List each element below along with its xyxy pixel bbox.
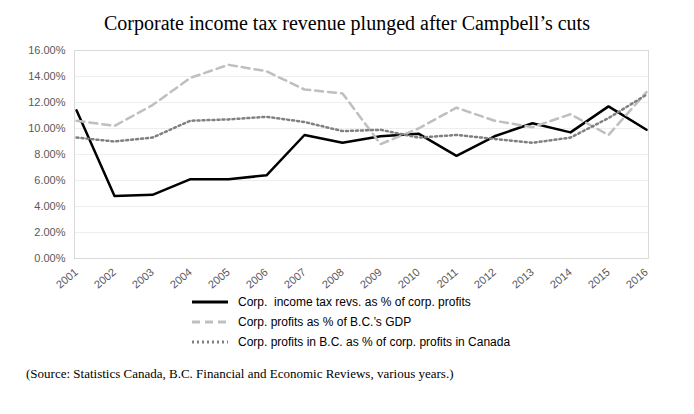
svg-text:14.00%: 14.00% [28,70,66,82]
svg-text:6.00%: 6.00% [34,174,65,186]
svg-text:2005: 2005 [206,266,232,291]
svg-text:2010: 2010 [396,266,422,291]
svg-text:2015: 2015 [586,266,612,291]
svg-text:2001: 2001 [54,266,80,291]
svg-text:0.00%: 0.00% [34,252,65,264]
svg-text:12.00%: 12.00% [28,96,66,108]
svg-text:2.00%: 2.00% [34,226,65,238]
svg-text:2008: 2008 [320,266,346,291]
html-text:(Source: Statistics Canada, B.: (Source: Statistics Canada, B.C. Financi… [26,366,454,381]
html-text:Corp. profits as % of B.C.’s G: Corp. profits as % of B.C.’s GDP [238,315,412,329]
svg-text:2011: 2011 [434,266,460,290]
html-text:Corp. profits in B.C. as % of: Corp. profits in B.C. as % of corp. prof… [238,335,511,349]
svg-text:16.00%: 16.00% [28,44,66,56]
svg-text:2006: 2006 [244,266,270,291]
svg-text:4.00%: 4.00% [34,200,65,212]
svg-text:2004: 2004 [168,266,194,291]
svg-text:2016: 2016 [624,266,650,291]
svg-text:10.00%: 10.00% [28,122,66,134]
svg-text:8.00%: 8.00% [34,148,65,160]
svg-text:2014: 2014 [548,266,574,291]
svg-text:2002: 2002 [92,266,118,291]
svg-text:2009: 2009 [358,266,384,291]
html-text:Corporate income tax revenue p: Corporate income tax revenue plunged aft… [104,12,590,34]
svg-text:2003: 2003 [130,266,156,291]
svg-text:2012: 2012 [472,266,498,291]
svg-text:2007: 2007 [282,266,308,291]
svg-text:2013: 2013 [510,266,536,291]
html-text:Corp. income tax revs. as % of: Corp. income tax revs. as % of corp. pro… [238,295,471,309]
